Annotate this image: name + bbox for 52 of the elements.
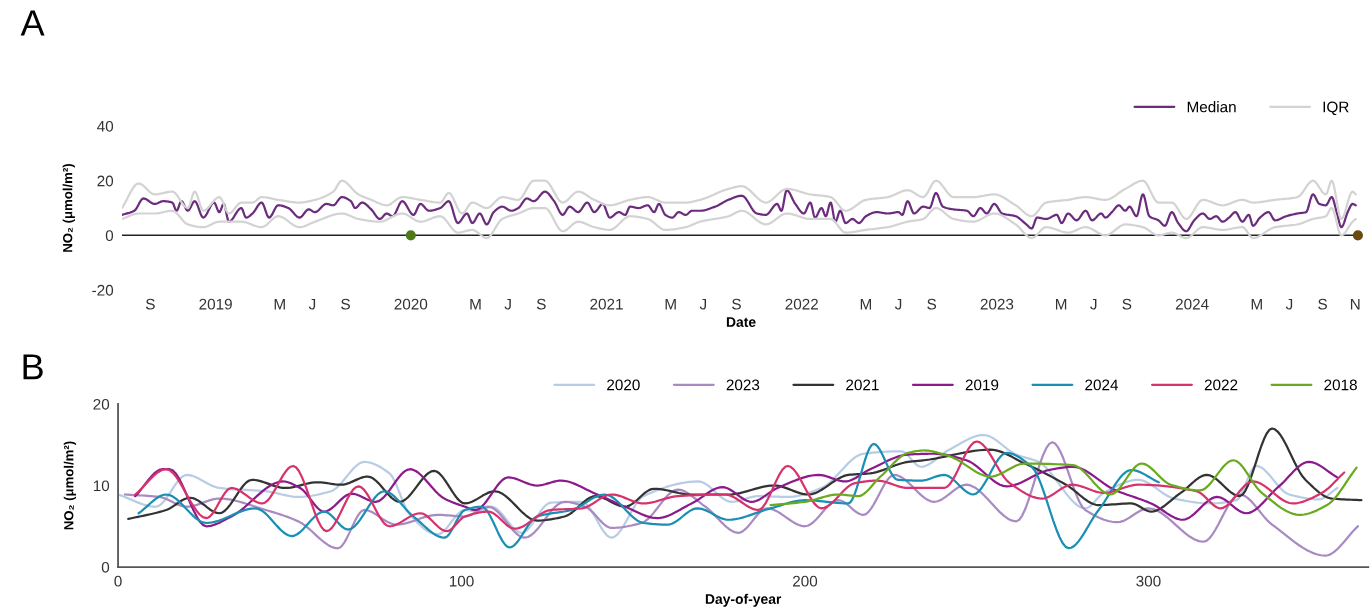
- legend-label: 2019: [965, 379, 999, 391]
- x-tick-label: S: [145, 298, 155, 310]
- x-tick-label: J: [699, 298, 707, 310]
- x-tick-label: S: [341, 298, 350, 310]
- x-tick-label: M: [1055, 298, 1067, 310]
- legend-label: 2021: [846, 379, 879, 391]
- x-tick-label: J: [308, 298, 316, 310]
- x-tick-label: J: [1090, 298, 1097, 310]
- x-tick-label: 2021: [590, 298, 623, 310]
- legend-label: Median: [1187, 101, 1236, 113]
- x-tick-label: 2019: [199, 298, 232, 310]
- x-tick-label: M: [1251, 298, 1262, 310]
- x-tick-label: M: [274, 298, 285, 310]
- y-tick-label: 0: [105, 230, 114, 242]
- legend-label: IQR: [1323, 101, 1349, 116]
- y-tick-label: 10: [93, 480, 110, 492]
- y-tick-label: 20: [97, 175, 114, 187]
- x-tick-label: 0: [114, 575, 122, 587]
- x-tick-label: 100: [449, 575, 474, 587]
- x-tick-label: N: [1350, 298, 1360, 310]
- x-tick-label: 2020: [394, 298, 428, 310]
- x-tick-label: 2024: [1175, 298, 1209, 310]
- y-tick-label: -20: [92, 284, 114, 296]
- x-tick-label: M: [665, 298, 676, 310]
- x-tick-label: 300: [1136, 575, 1161, 587]
- x-tick-label: 2023: [980, 298, 1014, 310]
- x-tick-label: J: [1285, 298, 1293, 310]
- y-tick-label: 40: [97, 120, 114, 132]
- x-tick-label: S: [1318, 298, 1327, 310]
- x-tick-label: S: [927, 298, 937, 310]
- x-tick-label: 200: [793, 575, 818, 587]
- legend-label: 2023: [726, 379, 760, 391]
- x-axis-title: Date: [726, 317, 756, 327]
- legend-label: 2018: [1324, 379, 1357, 391]
- legend-label: 2024: [1085, 379, 1119, 391]
- text: A: [20, 10, 45, 36]
- x-tick-label: J: [894, 298, 902, 310]
- legend-label: 2020: [607, 379, 640, 391]
- text: B: [23, 354, 43, 380]
- y-axis-title: NO₂ (μmol/m²): [62, 163, 75, 252]
- legend-label: 2022: [1204, 379, 1238, 391]
- x-axis-title: Day-of-year: [705, 593, 782, 607]
- x-tick-label: 2022: [785, 298, 818, 310]
- y-tick-label: 20: [93, 398, 110, 410]
- x-tick-label: S: [1122, 298, 1132, 310]
- x-tick-label: M: [860, 298, 872, 310]
- x-tick-label: S: [732, 298, 741, 310]
- x-tick-label: S: [536, 298, 546, 310]
- x-tick-label: M: [470, 298, 481, 310]
- y-tick-label: 0: [101, 561, 110, 573]
- x-tick-label: J: [504, 298, 511, 310]
- y-axis-title: NO₂ (μmol/m²): [63, 441, 77, 530]
